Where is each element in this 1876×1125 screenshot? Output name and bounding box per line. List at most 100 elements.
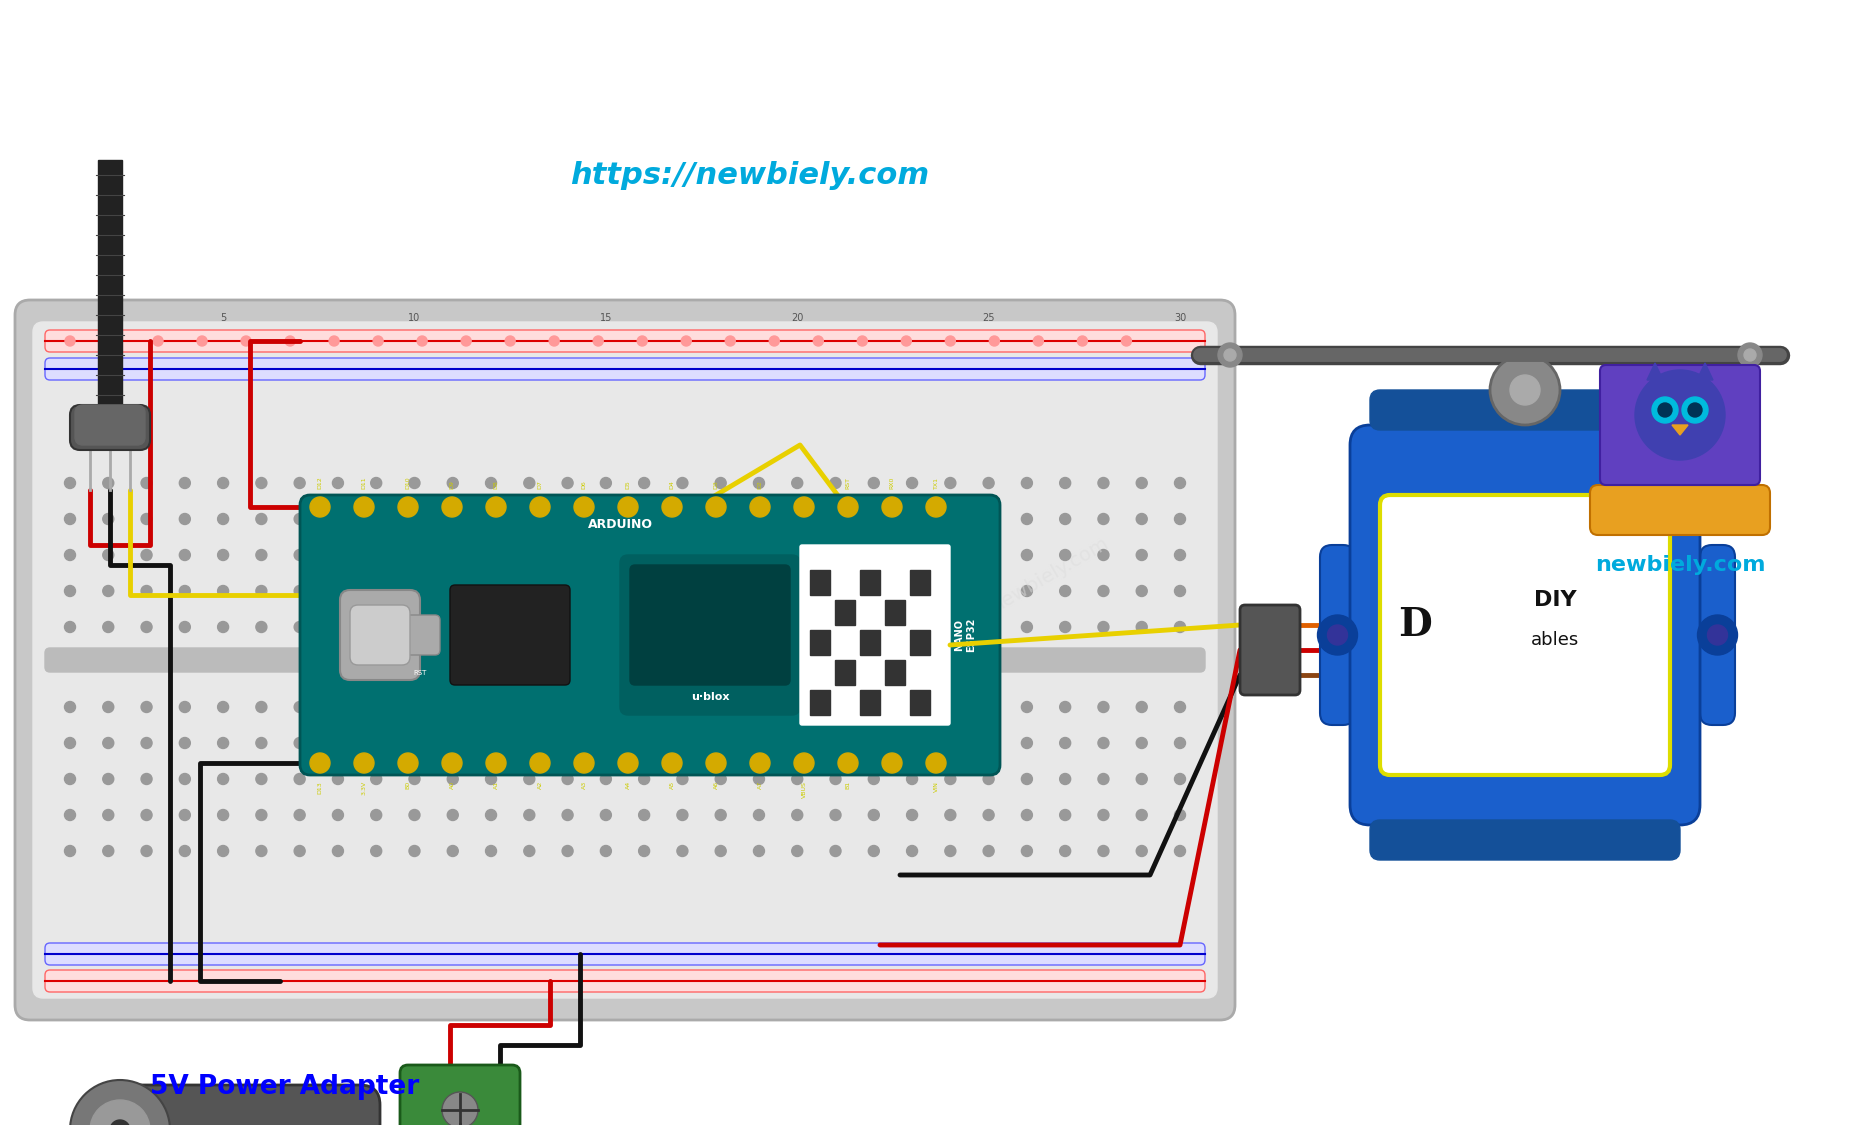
Circle shape [1060,549,1071,560]
FancyBboxPatch shape [1369,820,1681,860]
Circle shape [829,846,840,856]
Text: 30: 30 [1174,313,1186,323]
Circle shape [1137,513,1148,524]
Text: A6: A6 [713,781,719,789]
Circle shape [794,497,814,518]
Bar [835,660,855,685]
Text: D4: D4 [670,480,675,489]
Circle shape [1510,375,1540,405]
Circle shape [677,846,688,856]
Circle shape [64,585,75,596]
Circle shape [946,810,957,820]
Text: 25: 25 [983,313,994,323]
Circle shape [792,549,803,560]
Circle shape [1060,513,1071,524]
Circle shape [310,497,330,518]
Circle shape [409,774,420,784]
Circle shape [371,774,381,784]
Circle shape [486,621,497,632]
Circle shape [1137,702,1148,712]
Circle shape [218,702,229,712]
Circle shape [638,702,649,712]
Circle shape [218,810,229,820]
Bar [885,660,904,685]
Text: A5: A5 [670,781,675,789]
Circle shape [295,810,306,820]
Circle shape [255,738,266,748]
Circle shape [1174,702,1186,712]
Text: VIN: VIN [934,781,938,792]
Circle shape [869,621,880,632]
Circle shape [715,702,726,712]
Circle shape [523,810,535,820]
Circle shape [523,477,535,488]
Circle shape [443,1092,478,1125]
Circle shape [371,621,381,632]
Circle shape [371,810,381,820]
Text: 20: 20 [792,313,803,323]
Circle shape [869,549,880,560]
FancyBboxPatch shape [619,555,799,716]
Circle shape [638,549,649,560]
Bar [910,570,930,595]
Circle shape [446,738,458,748]
Text: A1: A1 [493,781,499,789]
Circle shape [600,702,612,712]
Circle shape [792,621,803,632]
Circle shape [906,549,917,560]
Circle shape [371,549,381,560]
Circle shape [255,621,266,632]
Bar [910,630,930,655]
Circle shape [461,336,471,346]
Circle shape [295,621,306,632]
Circle shape [197,336,206,346]
Bar [859,630,880,655]
Circle shape [946,621,957,632]
Circle shape [1060,621,1071,632]
Circle shape [1060,774,1071,784]
Circle shape [754,774,764,784]
Circle shape [446,810,458,820]
Circle shape [677,774,688,784]
Text: https://newbiely.com: https://newbiely.com [570,161,930,189]
Circle shape [750,497,769,518]
Circle shape [946,549,957,560]
Circle shape [373,336,383,346]
Circle shape [715,585,726,596]
Circle shape [505,336,516,346]
Text: D13: D13 [317,781,323,794]
Text: RST: RST [413,670,426,676]
Circle shape [486,513,497,524]
Circle shape [1034,336,1043,346]
Circle shape [446,477,458,488]
Circle shape [662,497,683,518]
Circle shape [103,846,114,856]
Circle shape [371,738,381,748]
Text: D5: D5 [625,480,630,489]
Circle shape [1097,477,1109,488]
FancyBboxPatch shape [400,615,441,655]
Circle shape [218,621,229,632]
Circle shape [927,753,946,773]
Circle shape [1137,774,1148,784]
Text: 5V Power Adapter: 5V Power Adapter [150,1074,418,1100]
Circle shape [64,702,75,712]
Circle shape [1707,626,1728,645]
Circle shape [946,702,957,712]
Circle shape [983,513,994,524]
Text: ables: ables [1531,631,1580,649]
Circle shape [242,336,251,346]
Circle shape [705,753,726,773]
Circle shape [638,774,649,784]
Circle shape [523,774,535,784]
Circle shape [1658,403,1672,417]
Circle shape [218,549,229,560]
Circle shape [486,497,507,518]
Circle shape [989,336,1000,346]
FancyBboxPatch shape [1381,495,1670,775]
Circle shape [109,336,118,346]
Bar [835,600,855,626]
Circle shape [839,753,857,773]
Circle shape [1137,810,1148,820]
Circle shape [792,585,803,596]
